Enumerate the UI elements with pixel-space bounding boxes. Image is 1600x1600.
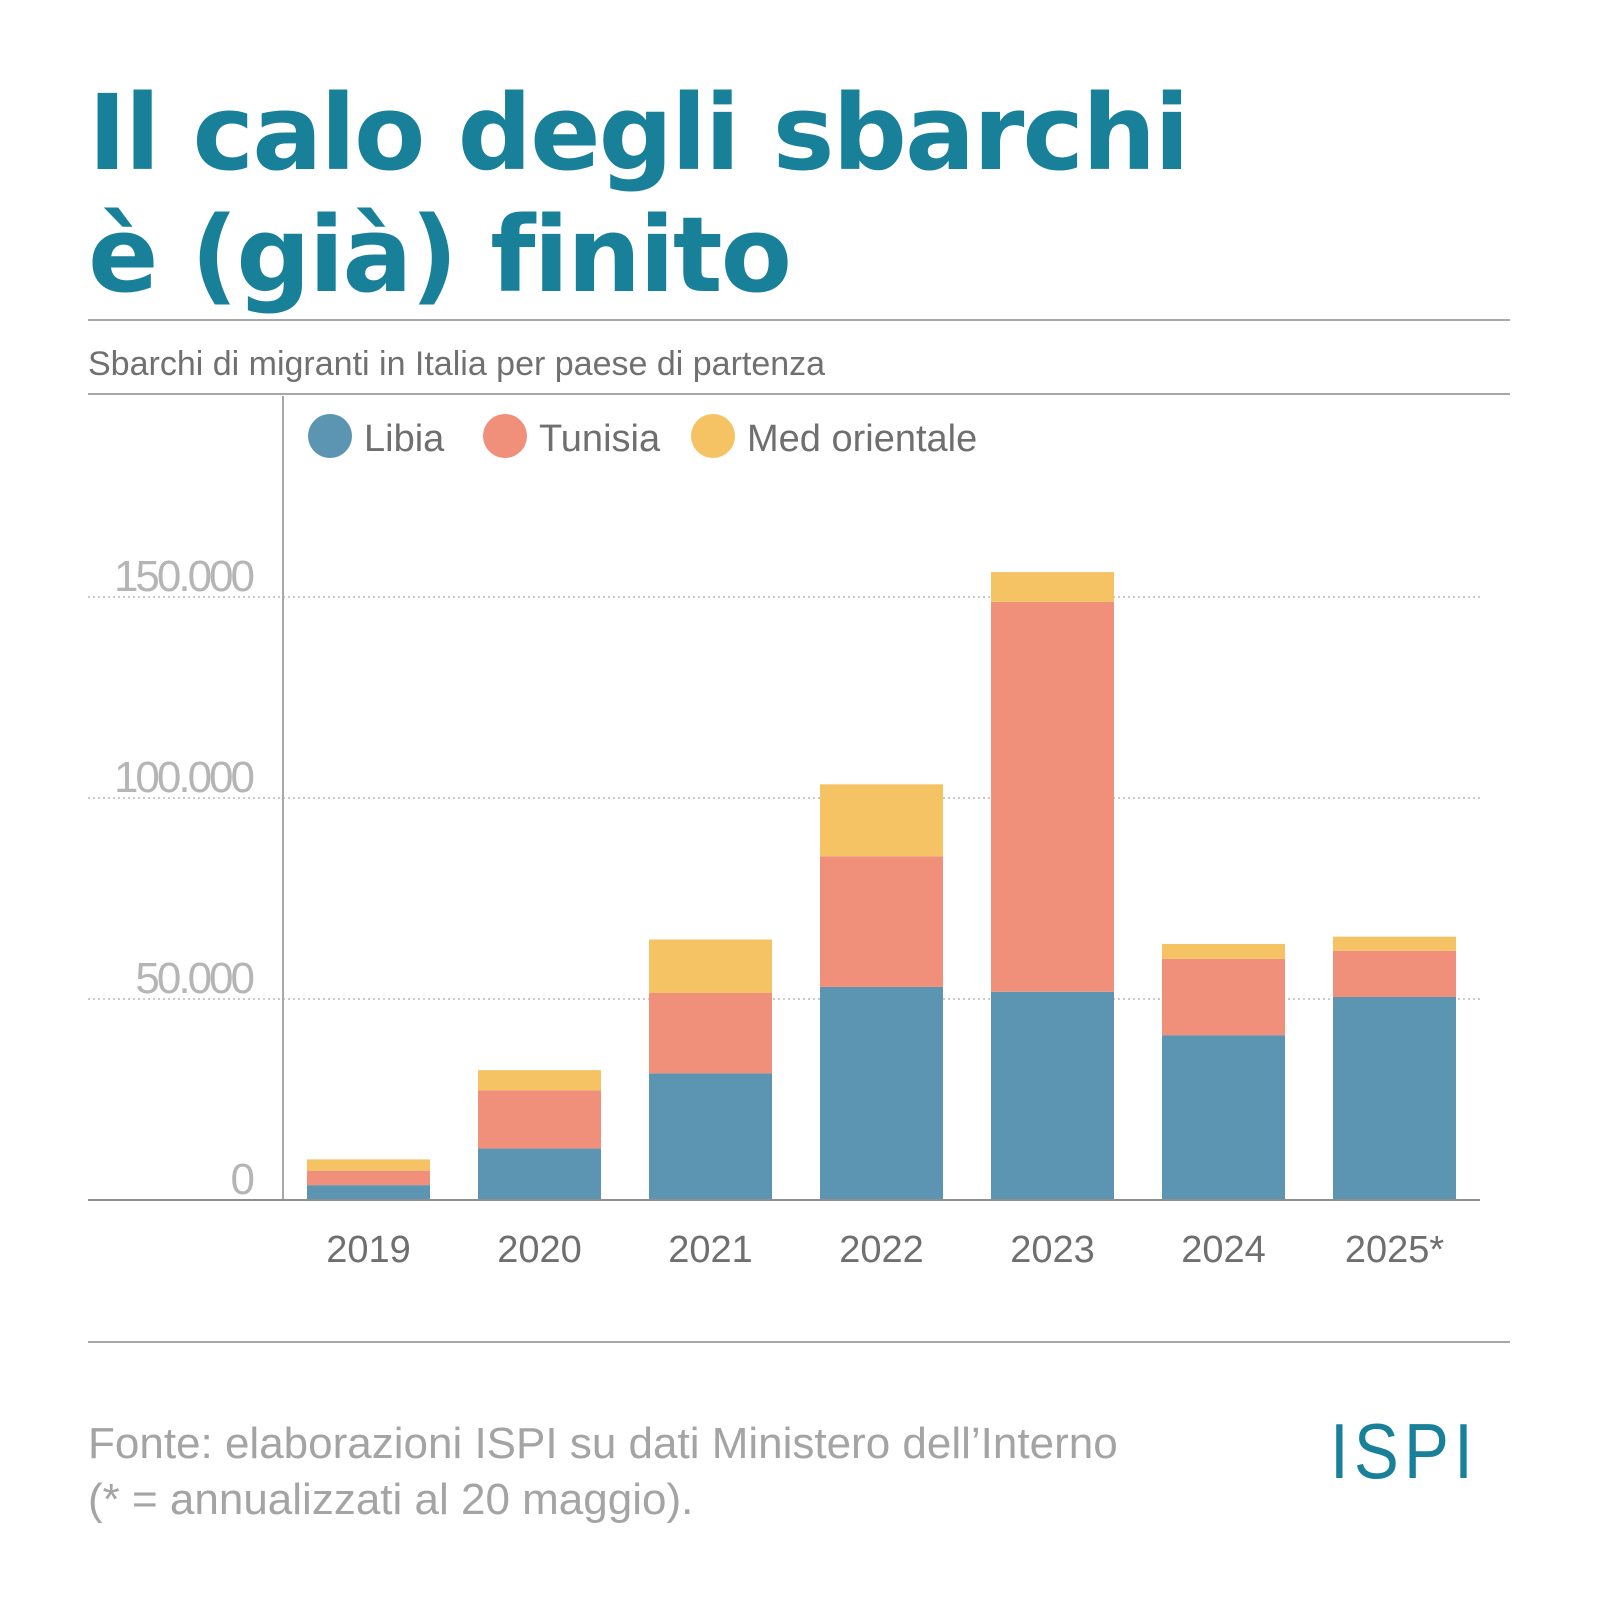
- legend-label: Libia: [364, 418, 445, 460]
- legend-swatch: [691, 414, 735, 458]
- legend-swatch: [483, 414, 527, 458]
- bar-tunisia: [991, 601, 1114, 992]
- x-tick-label: 2022: [839, 1229, 924, 1271]
- x-tick-label: 2021: [668, 1229, 753, 1271]
- y-tick-label: 150.000: [114, 552, 254, 601]
- bar-tunisia: [1333, 950, 1456, 997]
- bars: [307, 572, 1456, 1200]
- axes: 0 50.000 100.000 150.000 2019 2020 2021 2022 202…: [88, 396, 1480, 1271]
- ispi-logo: ISPI: [1330, 1422, 1478, 1482]
- source-line-2: (* = annualizzati al 20 maggio).: [88, 1475, 694, 1524]
- bar-libia: [307, 1185, 430, 1200]
- x-tick-label: 2024: [1181, 1229, 1266, 1271]
- bar-med-orientale: [478, 1070, 601, 1091]
- legend-label: Tunisia: [539, 418, 661, 460]
- bar-libia: [1333, 996, 1456, 1200]
- bar-med-orientale: [649, 939, 772, 993]
- bar-libia: [820, 986, 943, 1200]
- ispi-logo-text: ISPI: [1330, 1422, 1478, 1482]
- bar-med-orientale: [991, 572, 1114, 602]
- chart-title: Il calo degli sbarchi è (già) finito: [88, 72, 1190, 316]
- bar-tunisia: [820, 856, 943, 987]
- bottom-divider: [88, 1341, 1510, 1343]
- bar-tunisia: [649, 992, 772, 1074]
- title-line-1: Il calo degli sbarchi: [88, 72, 1190, 194]
- subtitle-divider: [88, 393, 1510, 395]
- legend-swatch: [308, 414, 352, 458]
- legend-label: Med orientale: [747, 418, 977, 460]
- bar-med-orientale: [1162, 943, 1285, 959]
- bar-libia: [1162, 1035, 1285, 1200]
- chart-subtitle: Sbarchi di migranti in Italia per paese …: [88, 345, 826, 383]
- bar-med-orientale: [1333, 936, 1456, 951]
- x-tick-label: 2025*: [1345, 1229, 1445, 1271]
- y-tick-label: 50.000: [135, 954, 253, 1003]
- bar-med-orientale: [307, 1159, 430, 1171]
- source-line-1: Fonte: elaborazioni ISPI su dati Ministe…: [88, 1419, 1118, 1468]
- x-tick-label: 2020: [497, 1229, 582, 1271]
- bar-libia: [478, 1148, 601, 1200]
- top-divider: [88, 319, 1510, 321]
- bar-libia: [991, 991, 1114, 1200]
- x-tick-label: 2023: [1010, 1229, 1095, 1271]
- y-tick-label: 0: [231, 1155, 254, 1204]
- bar-tunisia: [1162, 958, 1285, 1036]
- gridlines: [88, 596, 1480, 1000]
- bar-tunisia: [307, 1170, 430, 1186]
- source-note: Fonte: elaborazioni ISPI su dati Ministe…: [88, 1416, 1118, 1528]
- stacked-bar-chart: 0 50.000 100.000 150.000 2019 2020 2021 2022 202…: [88, 396, 1480, 1271]
- legend: Libia Tunisia Med orientale: [308, 414, 977, 460]
- title-line-2: è (già) finito: [88, 194, 792, 316]
- bar-libia: [649, 1073, 772, 1200]
- bar-tunisia: [478, 1090, 601, 1149]
- y-tick-label: 100.000: [114, 753, 254, 802]
- bar-med-orientale: [820, 784, 943, 857]
- x-tick-label: 2019: [326, 1229, 411, 1271]
